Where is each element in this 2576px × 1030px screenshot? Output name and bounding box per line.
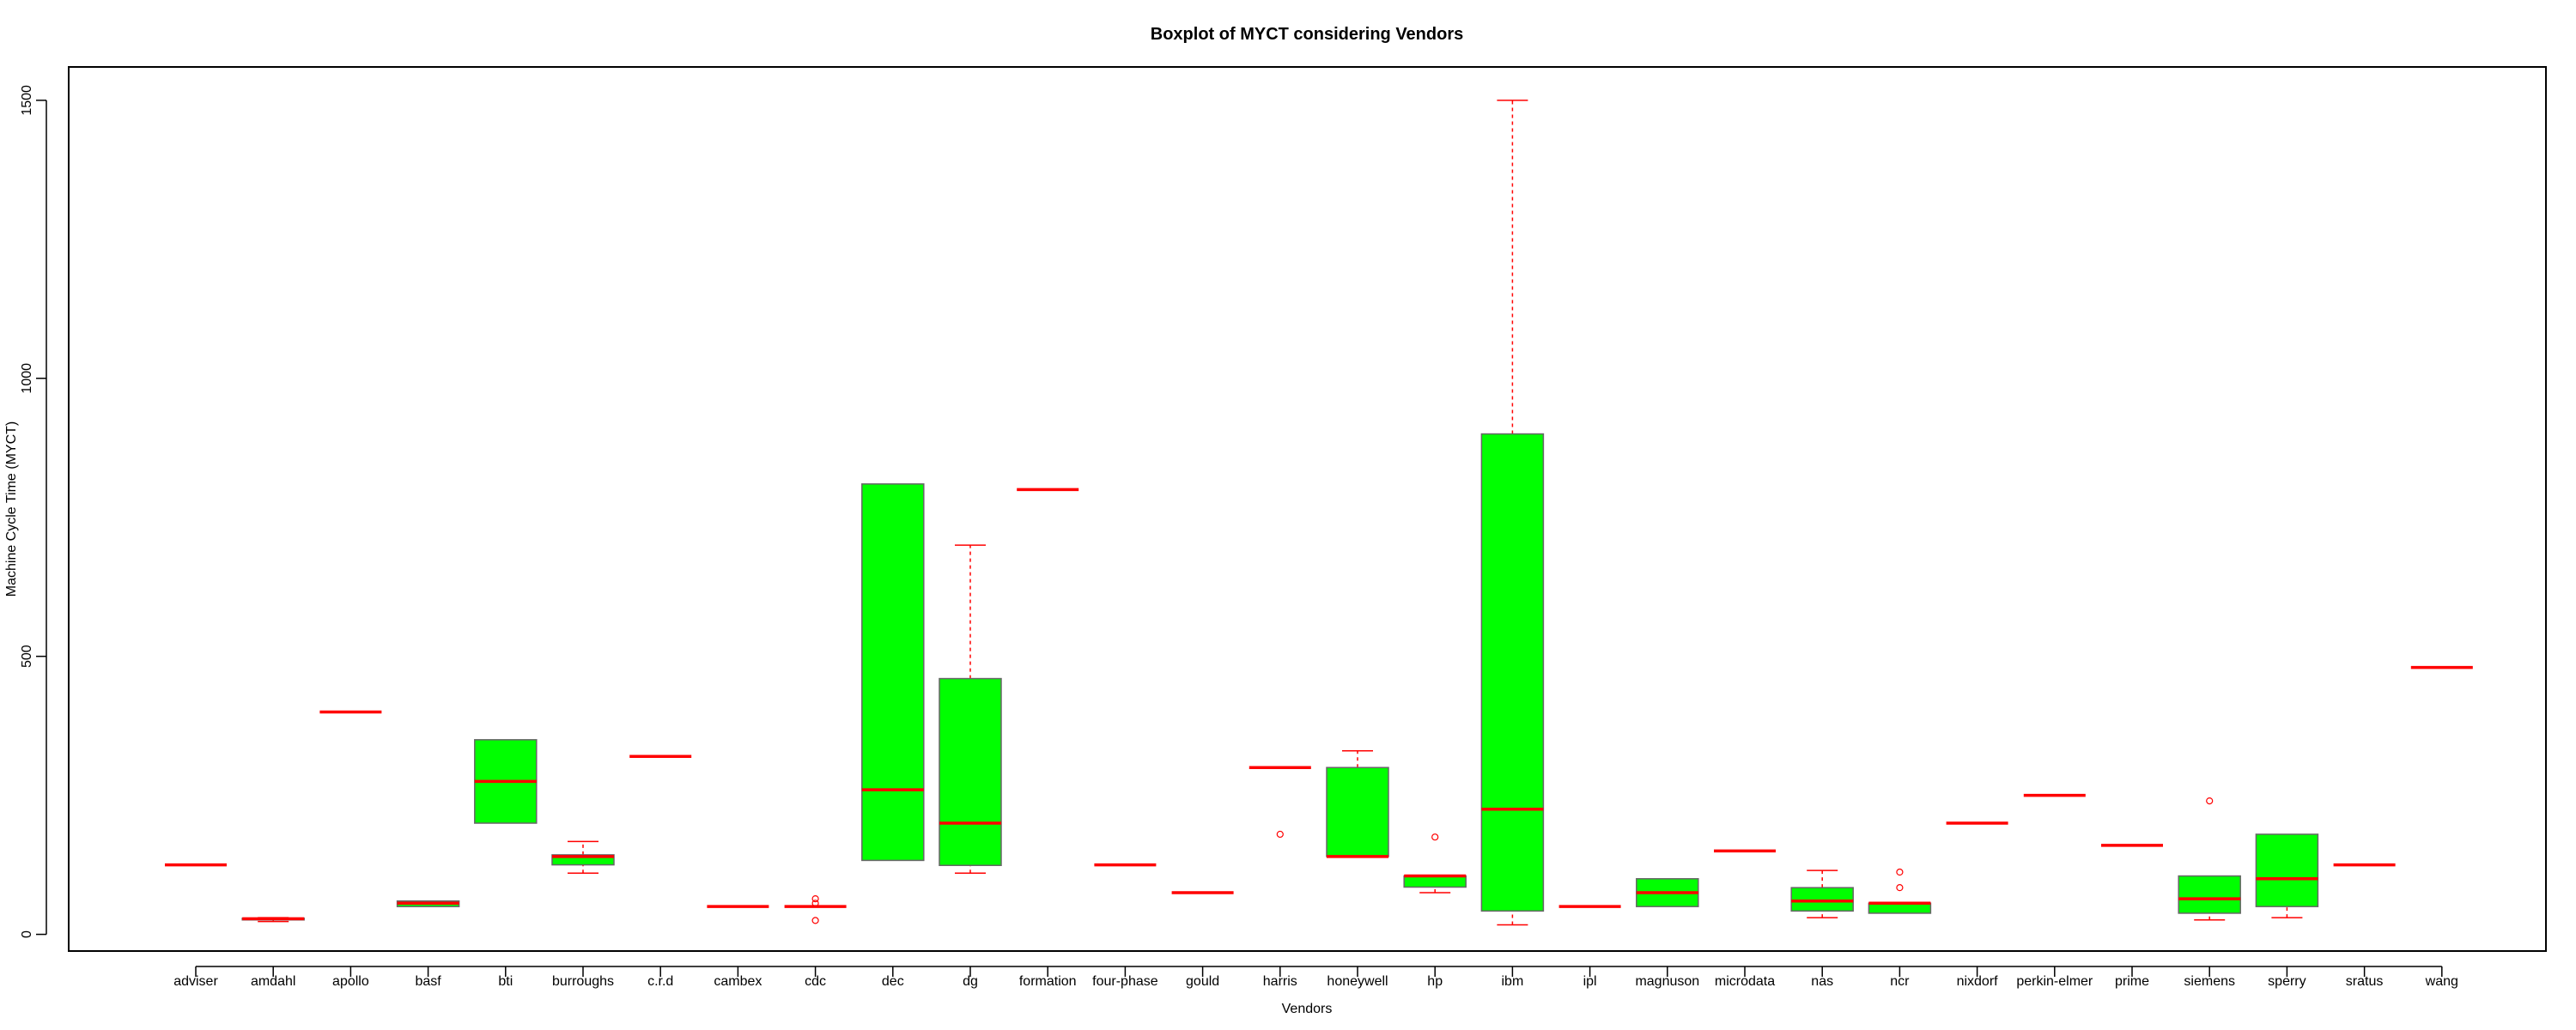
outlier-point bbox=[811, 900, 819, 907]
box-iqr bbox=[1790, 887, 1854, 912]
y-tick-label: 1500 bbox=[20, 85, 34, 116]
x-tick-label-prime: prime bbox=[2115, 974, 2149, 989]
box-honeywell bbox=[1326, 750, 1389, 858]
x-tick-label-cdc: cdc bbox=[805, 974, 826, 989]
box-sperry bbox=[2255, 833, 2319, 918]
x-tick-label-wang: wang bbox=[2425, 974, 2458, 989]
x-tick-label-dg: dg bbox=[963, 974, 978, 989]
boxes-group bbox=[165, 100, 2473, 926]
x-tick-label-nixdorf: nixdorf bbox=[1957, 974, 1999, 989]
x-tick-label-sratus: sratus bbox=[2346, 974, 2384, 989]
chart-title: Boxplot of MYCT considering Vendors bbox=[1151, 25, 1463, 44]
outlier-point bbox=[2206, 797, 2214, 805]
x-tick-label-apollo: apollo bbox=[332, 974, 369, 989]
box-nas bbox=[1790, 869, 1854, 918]
x-tick-label-amdahl: amdahl bbox=[251, 974, 295, 989]
x-tick-label-nas: nas bbox=[1811, 974, 1833, 989]
box-ncr bbox=[1868, 868, 1932, 914]
y-axis: 0 500 1000 1500 bbox=[20, 85, 47, 938]
x-tick-label-sperry: sperry bbox=[2268, 974, 2306, 989]
y-tick-label: 500 bbox=[20, 645, 34, 668]
x-tick-label-magnuson: magnuson bbox=[1635, 974, 1699, 989]
box-bti bbox=[474, 739, 538, 824]
box-iqr bbox=[1326, 766, 1389, 857]
box-amdahl bbox=[241, 917, 305, 923]
x-axis-label: Vendors bbox=[1282, 1002, 1333, 1016]
x-tick-label-formation: formation bbox=[1019, 974, 1077, 989]
box-iqr bbox=[1403, 875, 1467, 888]
outlier-point bbox=[1276, 830, 1284, 839]
x-tick-label-gould: gould bbox=[1186, 974, 1219, 989]
x-tick-label-ibm: ibm bbox=[1502, 974, 1524, 989]
x-tick-label-siemens: siemens bbox=[2184, 974, 2235, 989]
box-cdc bbox=[784, 895, 847, 924]
box-iqr bbox=[551, 854, 615, 866]
box-iqr bbox=[2255, 833, 2319, 907]
y-tick-label: 1000 bbox=[20, 363, 34, 394]
x-axis: adviser amdahl apollo basf bti burroughs c.r.d… bbox=[173, 966, 2458, 989]
x-tick-label-hp: hp bbox=[1427, 974, 1443, 989]
x-tick-label-microdata: microdata bbox=[1715, 974, 1775, 989]
x-tick-label-adviser: adviser bbox=[173, 974, 218, 989]
x-tick-label-cambex: cambex bbox=[714, 974, 762, 989]
x-tick-label-perkin-elmer: perkin-elmer bbox=[2016, 974, 2093, 989]
x-tick-label-honeywell: honeywell bbox=[1327, 974, 1388, 989]
box-iqr bbox=[2178, 875, 2241, 914]
outlier-point bbox=[811, 917, 819, 924]
x-tick-label-four-phase: four-phase bbox=[1092, 974, 1158, 989]
box-burroughs bbox=[551, 840, 615, 875]
box-harris bbox=[1249, 766, 1311, 839]
x-tick-label-c-r-d: c.r.d bbox=[647, 974, 673, 989]
outlier-point bbox=[811, 895, 819, 903]
box-ibm bbox=[1480, 100, 1545, 926]
box-dg bbox=[939, 544, 1002, 875]
box-basf bbox=[396, 900, 460, 907]
outlier-point bbox=[1896, 868, 1904, 876]
box-iqr bbox=[1480, 433, 1545, 912]
x-tick-label-harris: harris bbox=[1263, 974, 1297, 989]
x-tick-label-dec: dec bbox=[882, 974, 904, 989]
y-axis-label: Machine Cycle Time (MYCT) bbox=[4, 421, 19, 597]
x-tick-label-bti: bti bbox=[498, 974, 513, 989]
y-tick-label: 0 bbox=[20, 930, 34, 938]
box-hp bbox=[1403, 833, 1467, 894]
box-siemens bbox=[2178, 797, 2241, 921]
box-iqr bbox=[861, 483, 925, 862]
plot-frame bbox=[68, 66, 2547, 952]
box-dec bbox=[861, 483, 925, 862]
outlier-point bbox=[1431, 833, 1439, 841]
box-iqr bbox=[939, 677, 1002, 866]
box-magnuson bbox=[1636, 878, 1699, 907]
x-tick-label-basf: basf bbox=[415, 974, 441, 989]
outlier-point bbox=[1896, 884, 1904, 892]
x-tick-label-ncr: ncr bbox=[1890, 974, 1910, 989]
x-tick-label-ipl: ipl bbox=[1583, 974, 1597, 989]
x-tick-label-burroughs: burroughs bbox=[552, 974, 614, 989]
